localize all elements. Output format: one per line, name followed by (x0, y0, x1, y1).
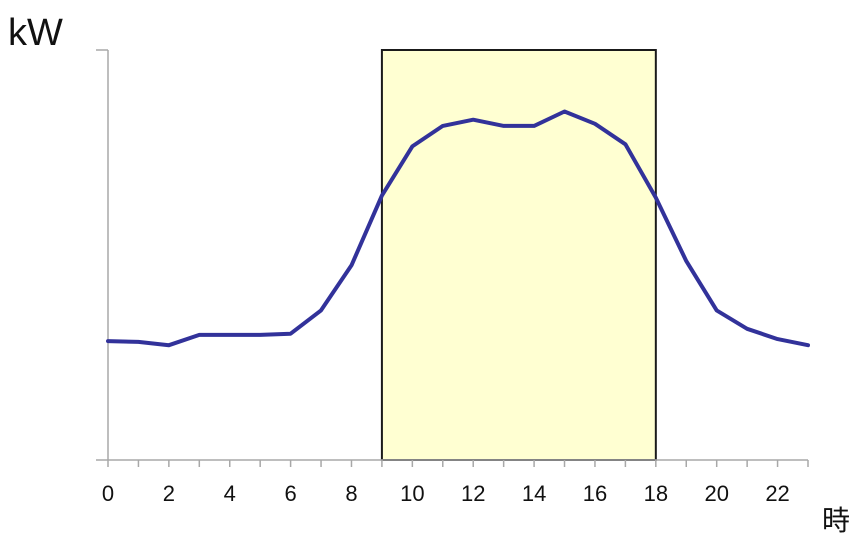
highlight-band (380, 49, 657, 461)
x-tick-label: 18 (644, 481, 668, 506)
x-tick-label: 0 (102, 481, 114, 506)
x-tick-label: 22 (765, 481, 789, 506)
x-tick-label: 2 (163, 481, 175, 506)
x-tick-label: 8 (345, 481, 357, 506)
x-tick-label: 12 (461, 481, 485, 506)
x-tick-label: 6 (284, 481, 296, 506)
series-line (106, 109, 810, 348)
x-tick-label: 10 (400, 481, 424, 506)
x-tick-label: 16 (583, 481, 607, 506)
x-axis-tick-labels: 0 2 4 6 8 10 12 14 16 18 20 22 (102, 481, 790, 506)
y-axis-unit-label: kW (8, 12, 63, 54)
x-tick-label: 4 (224, 481, 236, 506)
x-axis-unit-label: 時 (822, 504, 850, 535)
x-tick-label: 14 (522, 481, 546, 506)
x-tick-label: 20 (704, 481, 728, 506)
x-axis-ticks (107, 460, 809, 467)
